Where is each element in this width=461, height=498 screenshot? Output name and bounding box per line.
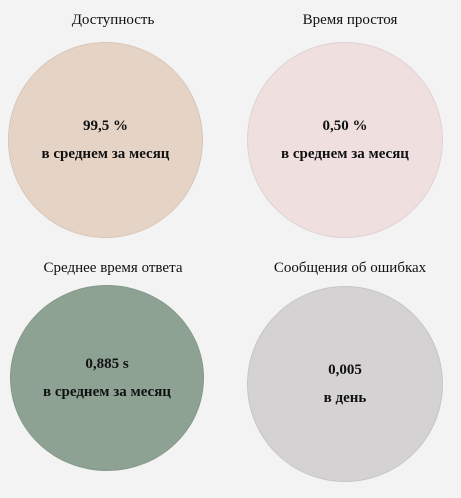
metric-response-time: Среднее время ответа 0,885 s в среднем з… bbox=[8, 258, 218, 498]
metric-circle: 0,885 s в среднем за месяц bbox=[10, 285, 204, 471]
metric-circle: 0,50 % в среднем за месяц bbox=[247, 42, 443, 238]
metric-downtime: Время простоя 0,50 % в среднем за месяц bbox=[245, 10, 455, 250]
metric-value: 0,885 s bbox=[85, 356, 129, 372]
metric-circle: 99,5 % в среднем за месяц bbox=[8, 42, 203, 238]
metric-title: Доступность bbox=[71, 12, 155, 28]
metric-value: 99,5 % bbox=[83, 118, 128, 134]
metric-value: 0,005 bbox=[328, 362, 362, 378]
metric-availability: Доступность 99,5 % в среднем за месяц bbox=[8, 10, 218, 250]
metric-caption: в день bbox=[323, 390, 367, 406]
metric-circle: 0,005 в день bbox=[247, 286, 443, 482]
metric-value: 0,50 % bbox=[322, 118, 368, 134]
metric-caption: в среднем за месяц bbox=[281, 146, 409, 162]
metric-caption: в среднем за месяц bbox=[41, 146, 170, 162]
metric-title: Время простоя bbox=[302, 12, 398, 28]
metric-caption: в среднем за месяц bbox=[43, 384, 171, 400]
metric-error-messages: Сообщения об ошибках 0,005 в день bbox=[245, 258, 455, 498]
metric-title: Среднее время ответа bbox=[43, 260, 183, 276]
metric-title: Сообщения об ошибках bbox=[273, 260, 427, 276]
